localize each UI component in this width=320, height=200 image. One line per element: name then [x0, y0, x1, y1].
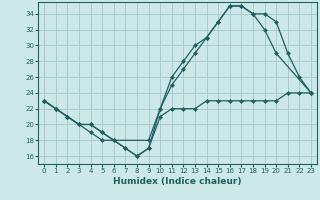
X-axis label: Humidex (Indice chaleur): Humidex (Indice chaleur) — [113, 177, 242, 186]
